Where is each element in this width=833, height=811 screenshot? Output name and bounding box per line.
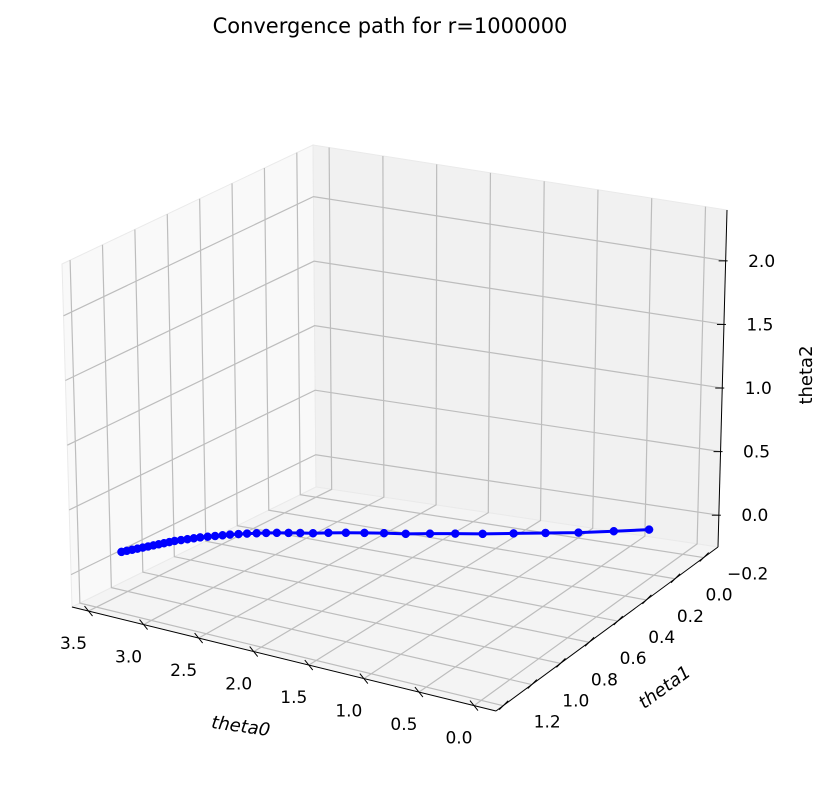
y-tick-label: 1.0 xyxy=(562,692,589,712)
series-point xyxy=(644,525,654,534)
grid-line-theta1 xyxy=(166,214,590,643)
x-tick-mark xyxy=(84,605,93,617)
grid-line-theta0 xyxy=(363,189,599,680)
x-tick-label: 2.5 xyxy=(170,661,197,681)
grid-line-theta0 xyxy=(198,164,438,639)
convergence-path xyxy=(117,525,654,557)
grid-line-theta1 xyxy=(296,152,704,559)
series-point xyxy=(401,529,410,539)
y-tick-mark xyxy=(613,615,624,626)
grid-line-theta2 xyxy=(67,325,723,446)
y-tick-mark xyxy=(642,594,652,605)
series-point xyxy=(360,528,369,538)
y-tick-label: 0.6 xyxy=(620,649,647,669)
grid-line-theta0 xyxy=(418,198,653,693)
x-tick-mark xyxy=(139,619,148,630)
y-tick-mark xyxy=(498,700,509,711)
grid-line-theta0 xyxy=(88,147,333,612)
x-tick-label: 2.0 xyxy=(225,675,252,695)
grid-lines xyxy=(63,147,726,707)
x-tick-label: 0.5 xyxy=(390,715,417,735)
z-tick-label: 2.0 xyxy=(748,252,775,272)
series-point xyxy=(324,528,333,538)
z-tick-label: 0.5 xyxy=(743,443,770,463)
z-tick-label: 1.0 xyxy=(745,379,772,399)
y-axis-label: theta1 xyxy=(635,662,695,714)
series-point xyxy=(379,528,389,538)
y-tick-mark xyxy=(584,636,595,647)
x-tick-label: 0.0 xyxy=(445,729,472,749)
grid-line-theta1 xyxy=(101,244,532,686)
series-point xyxy=(308,528,318,538)
x-tick-mark xyxy=(359,673,369,684)
series-point xyxy=(509,529,518,538)
series-point xyxy=(234,529,243,539)
series-point xyxy=(225,530,235,539)
x-tick-label: 1.0 xyxy=(335,702,362,722)
series-point xyxy=(117,547,126,557)
series-point xyxy=(210,531,220,541)
grid-line-theta1 xyxy=(199,198,618,622)
x-tick-label: 3.0 xyxy=(115,648,142,668)
x-tick-mark xyxy=(304,659,314,671)
series-point xyxy=(284,528,293,538)
y-tick-mark xyxy=(527,679,538,689)
y-tick-label: 1.2 xyxy=(534,713,561,733)
grid-line-theta0 xyxy=(308,181,545,666)
series-point xyxy=(451,529,460,538)
chart-title: Convergence path for r=1000000 xyxy=(213,14,568,38)
y-tick-label: 0.0 xyxy=(706,586,733,606)
grid-line-theta2 xyxy=(65,260,725,382)
y-tick-label: 0.2 xyxy=(677,607,704,627)
z-axis-label: theta2 xyxy=(796,345,817,404)
series-point xyxy=(218,531,227,540)
grid-line-theta0 xyxy=(143,155,385,626)
y-tick-label: 0.8 xyxy=(591,670,618,690)
z-tick-label: 1.5 xyxy=(746,315,773,335)
x-tick-label: 1.5 xyxy=(280,688,307,708)
grid-line-theta1 xyxy=(134,229,561,664)
grid-line-theta2 xyxy=(68,389,721,511)
grid-line-theta1 xyxy=(69,260,504,707)
y-tick-mark xyxy=(699,552,710,562)
x-axis-line xyxy=(71,606,497,712)
x-axis-label: theta0 xyxy=(210,712,271,741)
grid-line-theta0 xyxy=(473,206,707,707)
grid-line-theta1 xyxy=(231,183,647,601)
y-tick-mark xyxy=(670,573,681,584)
z-axis-line xyxy=(717,209,728,548)
series-point xyxy=(609,526,619,536)
tick-labels: 3.53.02.52.01.51.00.50.0−0.20.00.20.40.6… xyxy=(60,252,775,749)
grid-line-theta1 xyxy=(263,168,676,580)
z-tick-label: 0.0 xyxy=(741,506,768,526)
series-point xyxy=(341,528,351,538)
series-point xyxy=(425,529,435,538)
x-tick-mark xyxy=(414,686,424,698)
series-point xyxy=(574,528,583,537)
y-tick-mark xyxy=(556,658,566,668)
series-point xyxy=(252,529,261,538)
series-point xyxy=(203,532,212,541)
series-point xyxy=(478,529,487,539)
back-pane xyxy=(312,144,728,548)
x-tick-mark xyxy=(249,646,259,657)
x-tick-mark xyxy=(469,700,479,711)
y-tick-label: −0.2 xyxy=(727,565,768,585)
grid-line-theta0 xyxy=(253,172,492,653)
series-point xyxy=(272,528,282,538)
grid-line-theta2 xyxy=(70,454,719,576)
y-tick-label: 0.4 xyxy=(648,628,675,648)
x-tick-mark xyxy=(194,632,204,644)
x-tick-label: 3.5 xyxy=(60,634,87,654)
series-point xyxy=(261,528,271,538)
series-point xyxy=(541,528,550,538)
series-point xyxy=(295,528,305,538)
series-point xyxy=(242,529,252,538)
grid-line-theta2 xyxy=(63,196,726,317)
